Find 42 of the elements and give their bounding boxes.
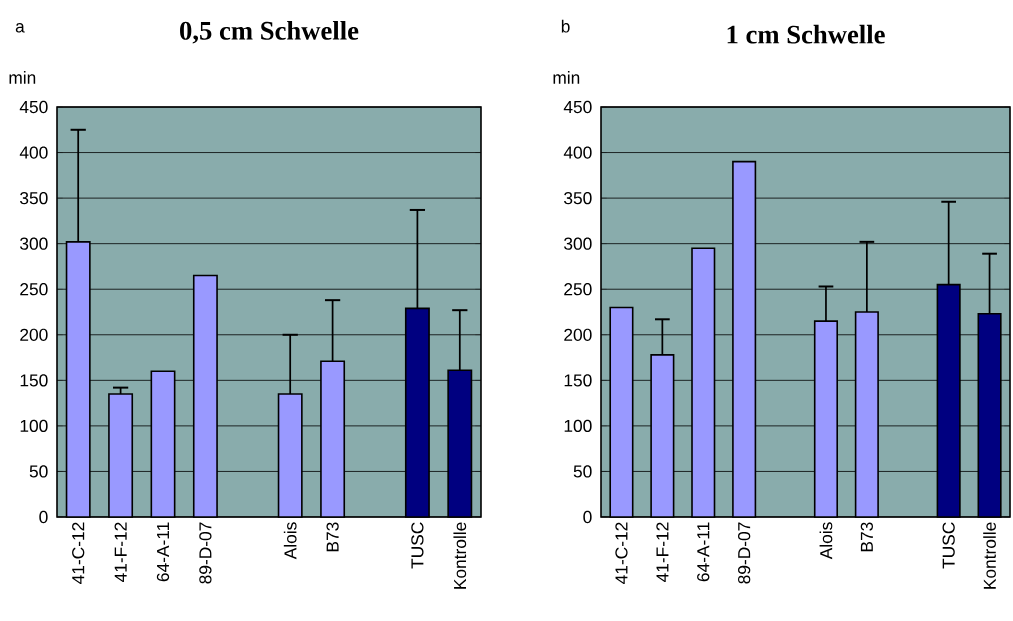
y-tick-label: 400 (19, 146, 48, 159)
y-tick-label: 300 (20, 237, 48, 250)
y-tick-label: 0 (583, 510, 592, 524)
x-tick-label: 41-F-12 (656, 522, 669, 583)
x-tick-label: Alois (819, 522, 833, 560)
y-tick-label: 100 (564, 419, 592, 433)
x-tick-label: 64-A-11 (156, 522, 170, 582)
y-tick-label: 350 (564, 191, 592, 205)
chart-title: 0,5 cm Schwelle (180, 20, 359, 44)
y-tick-label: 350 (20, 191, 48, 205)
y-tick-label: 200 (20, 328, 48, 341)
x-tick-label: Kontrolle (983, 522, 996, 589)
y-tick-label: 100 (20, 419, 48, 433)
y-tick-label: 400 (563, 146, 592, 159)
y-tick-label: 200 (564, 328, 592, 341)
text: a (15, 23, 25, 33)
x-tick-label: B73 (860, 522, 873, 552)
text: b (561, 19, 570, 33)
y-axis-title: min (9, 71, 36, 84)
y-tick-label: 0 (39, 510, 48, 524)
y-tick-label: 250 (564, 283, 592, 296)
y-tick-label: 150 (564, 374, 592, 387)
y-axis-title: min (553, 71, 580, 84)
x-tick-label: TUSC (942, 522, 955, 569)
chart-title: 1 cm Schwelle (727, 24, 885, 44)
y-tick-label: 300 (564, 237, 592, 250)
y-tick-label: 50 (573, 465, 592, 478)
x-tick-label: B73 (326, 522, 339, 552)
x-tick-label: 41-C-12 (615, 522, 628, 584)
x-tick-label: 64-A-11 (697, 522, 710, 582)
y-tick-label: 250 (20, 283, 48, 296)
y-tick-label: 450 (19, 100, 48, 114)
y-tick-label: 50 (29, 465, 48, 478)
x-tick-label: Kontrolle (453, 522, 467, 589)
x-tick-label: 89-D-07 (199, 522, 212, 584)
y-tick-label: 450 (563, 100, 592, 114)
x-tick-label: 41-C-12 (72, 522, 85, 584)
y-tick-label: 150 (20, 374, 48, 387)
x-tick-label: 89-D-07 (738, 522, 751, 584)
x-tick-label: TUSC (411, 522, 424, 569)
x-tick-label: 41-F-12 (114, 522, 127, 583)
x-tick-label: Alois (283, 522, 297, 560)
